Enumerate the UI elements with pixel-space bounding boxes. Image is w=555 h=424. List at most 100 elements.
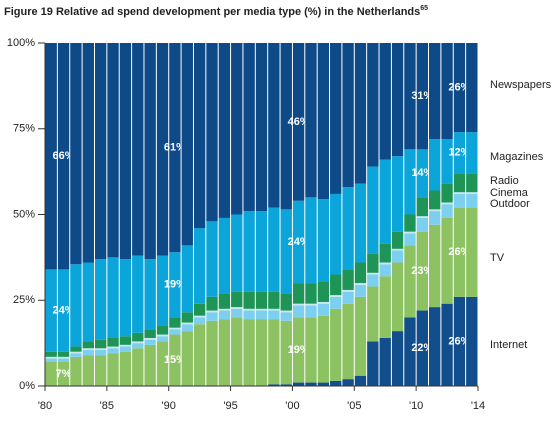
data-label: 31% [411, 90, 433, 102]
data-label: 26% [448, 81, 470, 93]
data-label: 19% [164, 279, 186, 291]
x-tick-label: '90 [162, 400, 176, 412]
bar-segment [45, 356, 57, 359]
bar-segment [466, 207, 478, 297]
bar-segment [379, 43, 391, 160]
bar-segment [243, 211, 255, 292]
bar-segment [305, 317, 317, 383]
data-label: 22% [411, 342, 433, 354]
bar-segment [453, 192, 466, 194]
y-tick-label: 50% [13, 208, 35, 220]
bar-segment [218, 319, 231, 386]
bar-segment [354, 262, 367, 284]
bar-segment [193, 315, 206, 318]
bar-segment [268, 43, 280, 208]
bar-segment [429, 211, 441, 225]
bar-segment [57, 358, 70, 362]
bar-segment [268, 384, 280, 386]
bar-segment [391, 231, 404, 249]
bar-segment [292, 305, 305, 318]
bar-segment [342, 187, 354, 270]
bar-segment [317, 43, 330, 200]
bar-segment [429, 43, 441, 140]
bar-segment [367, 272, 379, 275]
bar-segment [429, 224, 441, 308]
bar-segment [342, 289, 354, 292]
bar-segment [379, 264, 391, 277]
bar-segment [429, 139, 441, 191]
bar-segment [82, 355, 94, 386]
bar-segment [268, 291, 280, 309]
bar-segment [70, 346, 82, 352]
legend-label: Cinema [490, 187, 529, 199]
bar-segment [82, 348, 94, 350]
bar-segment [453, 193, 466, 208]
bar-segment [305, 305, 317, 318]
bar-segment [94, 348, 107, 350]
bar-segment [466, 132, 478, 174]
bar-segment [367, 253, 379, 273]
bar-segment [317, 303, 330, 316]
bar-segment [317, 281, 330, 302]
legend-label: Magazines [490, 151, 544, 163]
bar-segment [181, 312, 193, 323]
bar-segment [255, 308, 268, 311]
bar-segment [218, 43, 231, 218]
bar-segment [206, 296, 218, 311]
bar-segment [441, 139, 453, 184]
bar-segment [391, 262, 404, 332]
bar-segment [243, 319, 255, 386]
bar-segment [119, 43, 132, 260]
bar-segment [330, 380, 342, 386]
bar-segment [181, 322, 193, 325]
bar-segment [107, 43, 119, 258]
bar-segment [404, 149, 416, 215]
bar-segment [342, 43, 354, 188]
bar-segment [132, 343, 144, 349]
y-tick-label: 100% [7, 37, 35, 49]
bar-segment [231, 43, 243, 215]
x-tick-label: '80 [38, 400, 52, 412]
bar-segment [305, 197, 317, 284]
bar-segment [193, 43, 206, 229]
bar-segment [367, 341, 379, 386]
bar-segment [391, 331, 404, 386]
y-tick-label: 25% [13, 294, 35, 306]
x-tick-label: '10 [409, 400, 423, 412]
bar-segment [144, 339, 156, 345]
bar-segment [206, 221, 218, 297]
data-label: 46% [288, 116, 310, 128]
bar-segment [45, 43, 57, 270]
bar-segment [330, 295, 342, 297]
bar-segment [292, 382, 305, 386]
bar-segment [379, 159, 391, 244]
bar-segment [453, 173, 466, 193]
bar-segment [132, 43, 144, 256]
legend-label: Newspapers [490, 79, 552, 91]
bar-segment [391, 248, 404, 251]
bar-segment [82, 349, 94, 356]
bar-segment [70, 356, 82, 386]
bar-segment [268, 308, 280, 311]
data-label: 66% [53, 150, 75, 162]
data-label: 12% [448, 147, 470, 159]
bar-segment [132, 348, 144, 386]
bar-segment [441, 217, 453, 304]
bar-segment [268, 207, 280, 292]
data-label: 61% [164, 142, 186, 154]
bar-segment [317, 199, 330, 282]
bar-segment [94, 43, 107, 260]
bar-segment [292, 283, 305, 304]
bar-segment [144, 337, 156, 340]
bar-segment [441, 183, 453, 203]
bar-segment [379, 337, 391, 386]
bar-segment [453, 207, 466, 297]
bar-segment [57, 351, 70, 357]
bar-segment [317, 315, 330, 383]
bar-segment [94, 355, 107, 386]
data-label: 19% [288, 344, 310, 356]
bar-segment [354, 183, 367, 263]
legend-label: Internet [490, 339, 527, 351]
y-tick-label: 75% [13, 123, 35, 135]
